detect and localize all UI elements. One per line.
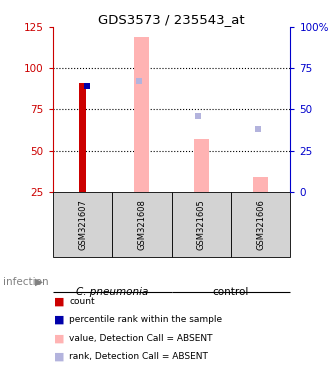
Text: GSM321606: GSM321606 <box>256 199 265 250</box>
Text: ■: ■ <box>54 352 65 362</box>
Bar <box>255 126 261 132</box>
Text: ▶: ▶ <box>35 277 43 287</box>
Bar <box>253 177 268 192</box>
Text: percentile rank within the sample: percentile rank within the sample <box>69 315 222 324</box>
Text: C. pneumonia: C. pneumonia <box>76 287 148 297</box>
Bar <box>195 113 201 119</box>
Bar <box>172 192 231 257</box>
Text: value, Detection Call = ABSENT: value, Detection Call = ABSENT <box>69 334 213 343</box>
Bar <box>79 83 86 192</box>
Text: control: control <box>213 287 249 297</box>
Text: ■: ■ <box>54 315 65 325</box>
Text: GSM321605: GSM321605 <box>197 199 206 250</box>
Bar <box>53 192 112 257</box>
Text: ■: ■ <box>54 333 65 343</box>
Bar <box>231 192 290 257</box>
Text: rank, Detection Call = ABSENT: rank, Detection Call = ABSENT <box>69 352 208 361</box>
Bar <box>136 78 142 84</box>
Title: GDS3573 / 235543_at: GDS3573 / 235543_at <box>98 13 245 26</box>
Bar <box>135 37 149 192</box>
Bar <box>194 139 209 192</box>
Text: GSM321608: GSM321608 <box>137 199 147 250</box>
Text: count: count <box>69 297 95 306</box>
Text: GSM321607: GSM321607 <box>78 199 87 250</box>
Bar <box>112 192 172 257</box>
Bar <box>84 83 90 89</box>
Text: infection: infection <box>3 277 49 287</box>
Text: ■: ■ <box>54 296 65 306</box>
